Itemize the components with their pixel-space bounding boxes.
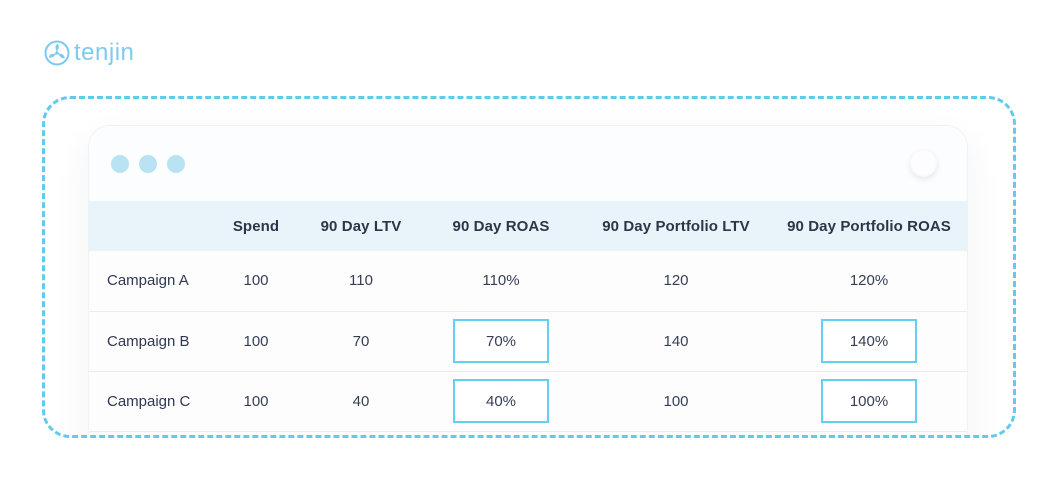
- column-header-spend: Spend: [211, 201, 301, 251]
- column-header-blank: [89, 201, 211, 251]
- tenjin-pinwheel-icon: [44, 40, 70, 66]
- column-header-90day-portfolio-ltv: 90 Day Portfolio LTV: [581, 201, 771, 251]
- portfolio-roas-value: 120%: [771, 251, 967, 312]
- portfolio-roas-value: 100%: [849, 392, 889, 410]
- spend-value: 100: [211, 371, 301, 432]
- roas-value: 40%: [485, 392, 517, 410]
- spend-value: 100: [211, 251, 301, 312]
- window-titlebar: [89, 126, 967, 201]
- browser-window: Spend 90 Day LTV 90 Day ROAS 90 Day Port…: [88, 125, 968, 435]
- portfolio-roas-value-highlighted: 100%: [771, 371, 967, 432]
- highlight-box: 70%: [453, 319, 549, 363]
- campaign-name: Campaign C: [89, 371, 211, 432]
- window-dot-icon: [111, 154, 129, 173]
- roas-value-highlighted: 70%: [421, 311, 581, 372]
- spend-value: 100: [211, 311, 301, 372]
- highlight-box: 100%: [821, 379, 917, 423]
- portfolio-roas-value-highlighted: 140%: [771, 311, 967, 372]
- portfolio-ltv-value: 100: [581, 371, 771, 432]
- highlight-box: 140%: [821, 319, 917, 363]
- brand-name: tenjin: [74, 39, 135, 66]
- table-row-campaign-a: Campaign A 100 110 110% 120 120%: [89, 251, 967, 312]
- roas-value-highlighted: 40%: [421, 371, 581, 432]
- table-header-row: Spend 90 Day LTV 90 Day ROAS 90 Day Port…: [89, 201, 967, 251]
- column-header-90day-roas: 90 Day ROAS: [421, 201, 581, 251]
- window-dot-icon: [139, 154, 157, 173]
- campaign-name: Campaign B: [89, 311, 211, 372]
- roas-value: 70%: [485, 332, 517, 350]
- portfolio-roas-value: 140%: [849, 332, 889, 350]
- window-circle-button[interactable]: [910, 150, 937, 177]
- window-dot-icon: [167, 154, 185, 173]
- portfolio-ltv-value: 140: [581, 311, 771, 372]
- column-header-90day-portfolio-roas: 90 Day Portfolio ROAS: [771, 201, 967, 251]
- ltv-value: 40: [301, 371, 421, 432]
- brand-logo: tenjin: [44, 40, 134, 66]
- portfolio-ltv-value: 120: [581, 251, 771, 312]
- dashed-highlight-frame: Spend 90 Day LTV 90 Day ROAS 90 Day Port…: [42, 96, 1016, 438]
- highlight-box: 40%: [453, 379, 549, 423]
- traffic-light-dots: [111, 154, 185, 173]
- ltv-value: 110: [301, 251, 421, 312]
- column-header-90day-ltv: 90 Day LTV: [301, 201, 421, 251]
- table-row-campaign-c: Campaign C 100 40 40% 100 100%: [89, 371, 967, 432]
- campaign-name: Campaign A: [89, 251, 211, 312]
- table-row-campaign-b: Campaign B 100 70 70% 140 140%: [89, 311, 967, 372]
- campaign-metrics-table: Spend 90 Day LTV 90 Day ROAS 90 Day Port…: [89, 201, 967, 432]
- ltv-value: 70: [301, 311, 421, 372]
- roas-value: 110%: [421, 251, 581, 312]
